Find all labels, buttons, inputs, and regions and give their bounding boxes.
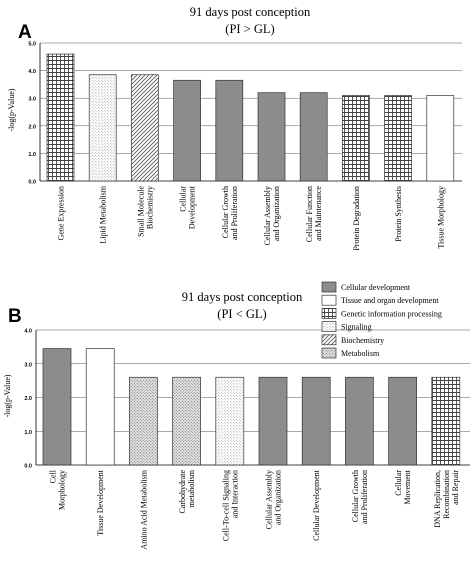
x-tick-label: Cell <box>49 469 58 483</box>
y-tick-label: 0.0 <box>24 464 32 470</box>
bar <box>129 376 158 466</box>
bar <box>85 348 115 466</box>
legend-swatch <box>321 308 337 319</box>
x-tick-label: Cellular Growth <box>221 186 230 238</box>
legend-swatch <box>321 334 337 346</box>
legend-swatch <box>321 281 337 293</box>
x-tick-label: Amino Acid Metabolism <box>139 469 148 549</box>
x-tick-label: Cellular Function <box>305 186 314 242</box>
x-tick-label: and Repair <box>451 470 460 505</box>
legend-swatch <box>321 347 337 359</box>
x-tick-label: Carbohydrate <box>178 470 187 514</box>
x-tick-label: Development <box>188 185 197 229</box>
bar <box>431 376 461 466</box>
bar <box>258 376 288 466</box>
x-tick-label: Cellular Assembly <box>265 470 274 529</box>
bar <box>215 79 244 182</box>
x-tick-label: DNA Replication, <box>433 470 442 528</box>
x-tick-label: and Proliferation <box>360 470 369 524</box>
x-tick-label: Protein Degradation <box>352 186 361 251</box>
bar <box>42 348 72 466</box>
x-tick-label: and Interaction <box>230 470 239 518</box>
legend-label: Genetic information processing <box>341 309 442 318</box>
bar <box>173 79 201 182</box>
x-tick-label: Lipid Metabolism <box>99 185 108 243</box>
x-tick-label: Cellular Growth <box>351 470 360 522</box>
legend-label: Biochemistry <box>341 336 384 345</box>
chart-title-line-2: (PI > GL) <box>225 22 274 36</box>
panel-b: B 91 days post conception (PI < GL) -log… <box>3 290 470 550</box>
bar <box>215 376 245 466</box>
legend-label: Metabolism <box>341 349 380 358</box>
y-tick-label: 1.0 <box>28 152 36 158</box>
legend: Cellular development Tissue and organ dev… <box>321 281 442 359</box>
bar <box>426 95 455 182</box>
y-tick-label: 1.0 <box>24 430 32 436</box>
x-tick-label: and Organization <box>274 470 283 525</box>
legend-label: Tissue and organ development <box>341 296 439 305</box>
legend-swatch <box>321 321 337 332</box>
x-tick-label: Gene Expression <box>57 186 66 240</box>
y-tick-label: 3.0 <box>24 362 32 368</box>
y-tick-label: 4.0 <box>28 69 36 75</box>
bar <box>172 376 201 466</box>
y-tick-label: 2.0 <box>24 396 32 402</box>
panel-label: A <box>18 22 32 43</box>
x-tick-label: Cellular <box>394 470 403 496</box>
y-tick-label: 3.0 <box>28 97 36 103</box>
panel-a: A 91 days post conception (PI > GL) -log… <box>7 5 462 251</box>
x-tick-label: and Organization <box>272 186 281 241</box>
y-tick-label: 0.0 <box>28 180 36 186</box>
bar <box>88 74 117 182</box>
x-tick-label: Cellular Development <box>312 469 321 541</box>
y-tick-label: 4.0 <box>24 329 32 335</box>
x-tick-label: Cell-To-cell Signaling <box>221 470 230 541</box>
legend-swatch <box>321 294 337 306</box>
legend-label: Cellular development <box>341 283 411 292</box>
chart-title-line-2: (PI < GL) <box>217 307 266 321</box>
bar <box>131 74 159 182</box>
x-tick-label: Protein Synthesis <box>394 186 403 242</box>
chart-title-line-1: 91 days post conception <box>182 290 303 304</box>
bar <box>301 376 331 466</box>
x-tick-label: Tissue Development <box>96 469 105 535</box>
y-tick-label: 2.0 <box>28 124 36 130</box>
chart-title-line-1: 91 days post conception <box>190 5 311 19</box>
bar <box>257 92 286 182</box>
x-tick-label: Small Molecule <box>136 186 145 237</box>
y-axis-label: -log(p-Value) <box>3 374 12 417</box>
legend-label: Signaling <box>341 323 372 332</box>
x-tick-label: Recombination <box>442 470 451 519</box>
x-tick-label: Cellular Assembly <box>263 186 272 245</box>
x-tick-label: and Proliferation <box>230 186 239 240</box>
bar <box>345 376 374 466</box>
x-tick-label: and Maintenance <box>314 186 323 241</box>
bar <box>342 95 370 182</box>
bar <box>388 376 417 466</box>
x-tick-label: Tissue Morphology <box>436 186 445 249</box>
y-tick-label: 5.0 <box>28 42 36 48</box>
x-tick-label: Biochemistry <box>145 186 154 229</box>
x-tick-label: Movement <box>403 469 412 504</box>
x-tick-label: metabolism <box>187 469 196 507</box>
bar <box>299 92 328 182</box>
x-tick-label: Morphology <box>58 470 67 510</box>
panel-label: B <box>8 306 22 327</box>
bar <box>384 95 412 182</box>
y-axis-label: -log(p-Value) <box>7 88 16 131</box>
bar <box>46 53 75 182</box>
x-tick-label: Cellular <box>179 186 188 212</box>
